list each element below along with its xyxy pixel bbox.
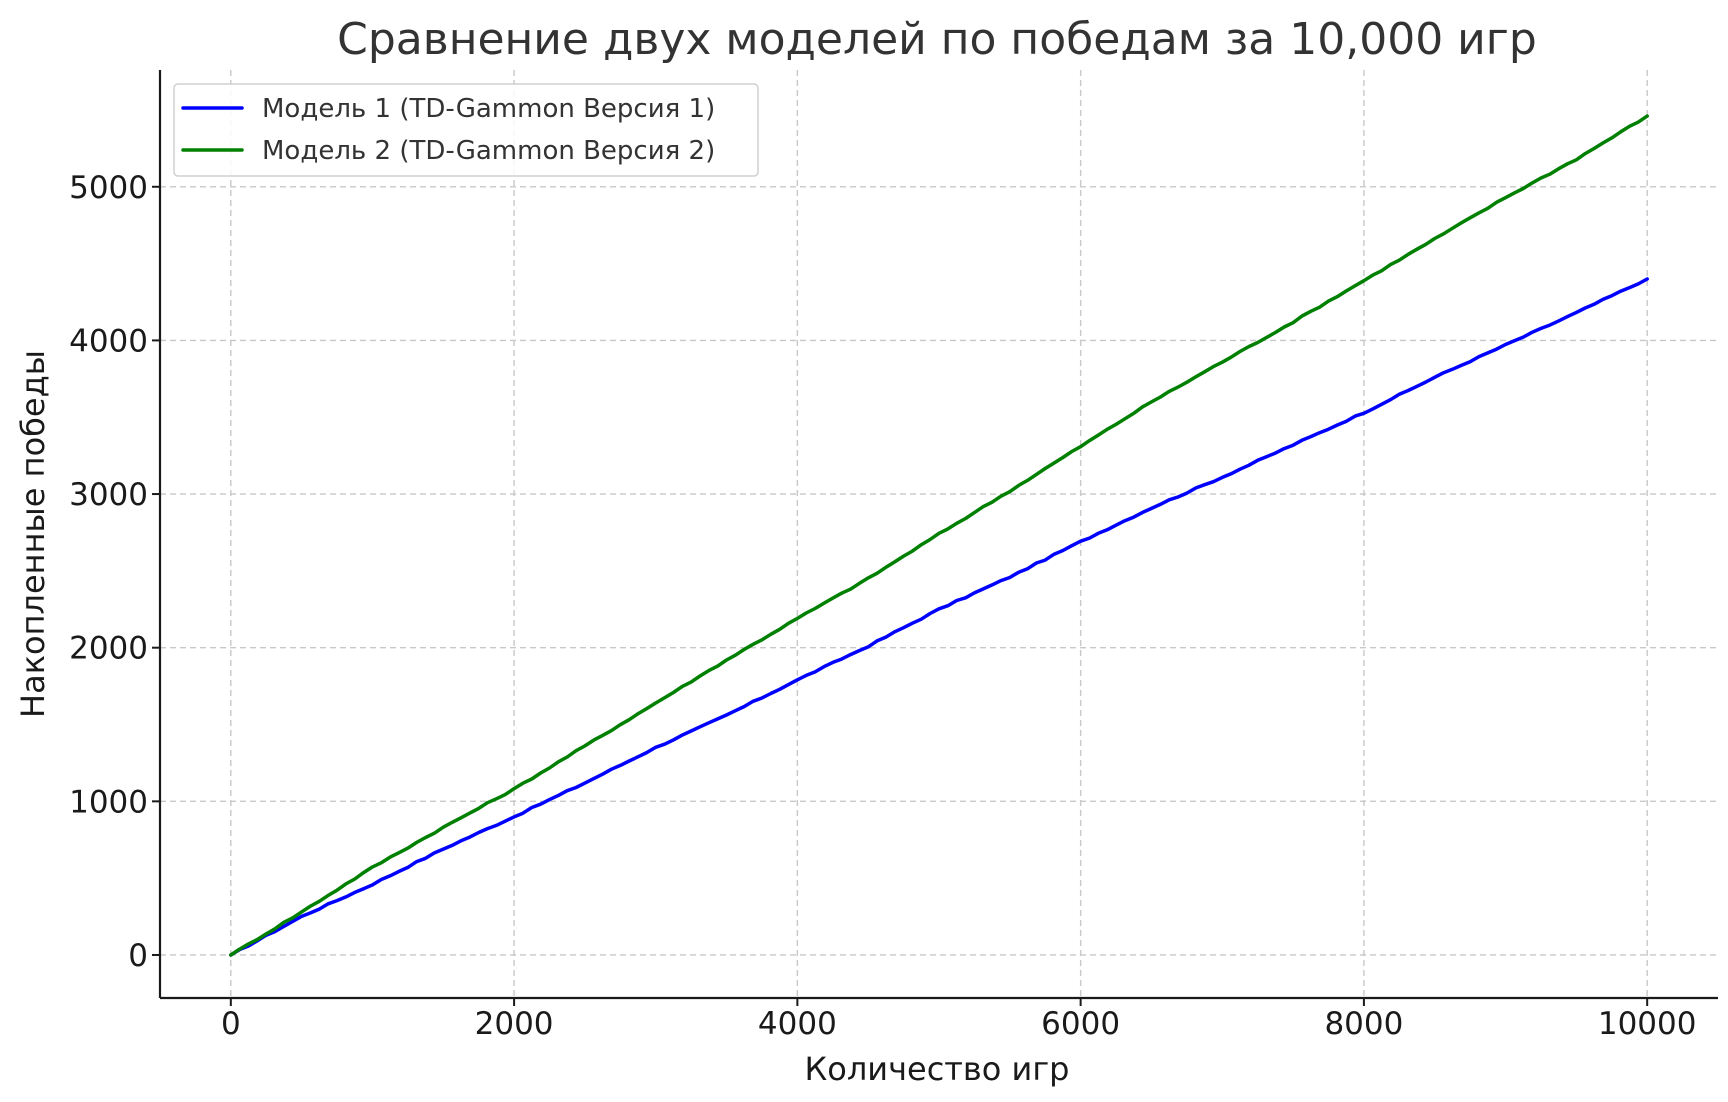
y-tick-label-5: 5000 — [69, 170, 148, 206]
legend-label-model-1: Модель 1 (TD-Gammon Версия 1) — [262, 94, 715, 124]
legend-frame — [173, 83, 759, 177]
x-axis-label: Количество игр — [805, 1050, 1070, 1088]
y-axis-label: Накопленные победы — [14, 350, 52, 718]
y-tick-label-0: 0 — [128, 938, 148, 974]
grid — [160, 70, 1718, 998]
y-tick-label-4: 4000 — [69, 323, 148, 359]
ticks: 0 2000 4000 6000 8000 10000 0 1000 2000 3000 4000 5… — [69, 170, 1696, 1042]
chart-title: Сравнение двух моделей по победам за 10,… — [337, 14, 1537, 65]
legend: Модель 1 (TD-Gammon Версия 1) Модель 2 (… — [173, 83, 759, 177]
series-line-model-2 — [229, 114, 1649, 957]
x-tick-label-3: 6000 — [1041, 1006, 1120, 1042]
y-tick-label-3: 3000 — [69, 477, 148, 513]
x-tick-label-0: 0 — [221, 1006, 241, 1042]
axes — [158, 70, 1718, 1000]
x-tick-label-2: 4000 — [758, 1006, 837, 1042]
series-line-model-1 — [229, 277, 1649, 957]
x-tick-label-1: 2000 — [475, 1006, 554, 1042]
y-tick-label-1: 1000 — [69, 784, 148, 820]
y-tick-label-2: 2000 — [69, 631, 148, 667]
x-tick-label-4: 8000 — [1324, 1006, 1403, 1042]
x-tick-label-5: 10000 — [1598, 1006, 1697, 1042]
series-layer — [229, 114, 1649, 957]
legend-label-model-2: Модель 2 (TD-Gammon Версия 2) — [262, 136, 715, 166]
